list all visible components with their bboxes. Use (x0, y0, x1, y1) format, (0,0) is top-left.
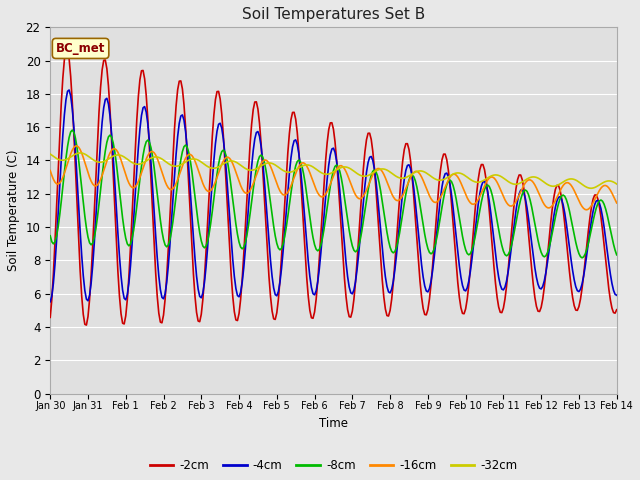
Text: BC_met: BC_met (56, 42, 105, 55)
Title: Soil Temperatures Set B: Soil Temperatures Set B (242, 7, 425, 22)
X-axis label: Time: Time (319, 417, 348, 430)
Legend: -2cm, -4cm, -8cm, -16cm, -32cm: -2cm, -4cm, -8cm, -16cm, -32cm (145, 455, 522, 477)
Y-axis label: Soil Temperature (C): Soil Temperature (C) (7, 150, 20, 271)
